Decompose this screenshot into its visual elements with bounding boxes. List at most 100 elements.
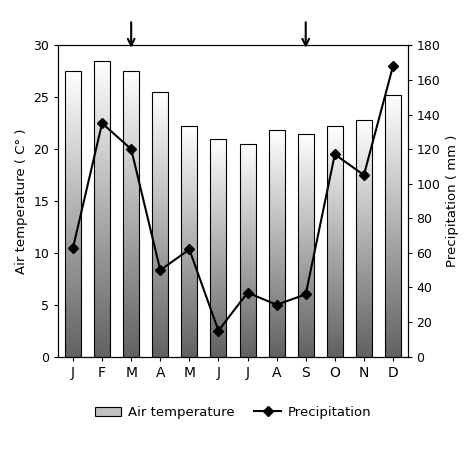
Bar bbox=[182, 137, 197, 138]
Bar bbox=[269, 326, 284, 327]
Bar bbox=[298, 155, 314, 156]
Bar bbox=[269, 353, 284, 355]
Bar bbox=[123, 260, 139, 261]
Bar bbox=[385, 268, 401, 269]
Bar bbox=[152, 267, 168, 268]
Bar bbox=[327, 223, 343, 224]
Bar bbox=[94, 222, 110, 224]
Bar bbox=[385, 281, 401, 282]
Bar bbox=[94, 253, 110, 255]
Bar bbox=[269, 305, 284, 306]
Bar bbox=[94, 231, 110, 232]
Bar bbox=[269, 330, 284, 332]
Bar bbox=[123, 227, 139, 228]
Bar bbox=[65, 337, 81, 338]
Bar bbox=[182, 342, 197, 343]
Bar bbox=[298, 205, 314, 206]
Bar bbox=[94, 204, 110, 206]
Bar bbox=[269, 256, 284, 257]
Bar bbox=[152, 140, 168, 141]
Bar bbox=[210, 342, 227, 344]
Bar bbox=[298, 160, 314, 162]
Bar bbox=[123, 168, 139, 170]
Bar bbox=[94, 173, 110, 175]
Bar bbox=[356, 284, 372, 286]
Bar bbox=[298, 255, 314, 256]
Bar bbox=[152, 224, 168, 226]
Bar bbox=[94, 200, 110, 201]
Bar bbox=[385, 173, 401, 175]
Bar bbox=[356, 169, 372, 170]
Bar bbox=[65, 305, 81, 307]
Bar bbox=[356, 228, 372, 229]
Bar bbox=[123, 202, 139, 204]
Bar bbox=[385, 274, 401, 275]
Bar bbox=[327, 190, 343, 191]
Bar bbox=[298, 348, 314, 349]
Bar bbox=[356, 294, 372, 295]
Bar bbox=[65, 177, 81, 178]
Bar bbox=[298, 141, 314, 143]
Bar bbox=[94, 268, 110, 269]
Bar bbox=[239, 158, 255, 159]
Bar bbox=[182, 283, 197, 284]
Bar bbox=[269, 228, 284, 229]
Bar bbox=[385, 95, 401, 97]
Bar bbox=[239, 247, 255, 248]
Bar bbox=[239, 327, 255, 328]
Bar bbox=[123, 121, 139, 123]
Bar bbox=[327, 214, 343, 215]
Bar bbox=[356, 159, 372, 160]
Bar bbox=[298, 203, 314, 204]
Bar bbox=[239, 289, 255, 290]
Bar bbox=[94, 227, 110, 228]
Bar bbox=[298, 174, 314, 175]
Bar bbox=[94, 290, 110, 292]
Bar bbox=[239, 195, 255, 196]
Bar bbox=[239, 350, 255, 351]
Bar bbox=[356, 261, 372, 262]
Bar bbox=[94, 315, 110, 317]
Bar bbox=[298, 181, 314, 182]
Bar bbox=[65, 165, 81, 167]
Bar bbox=[94, 63, 110, 64]
Bar bbox=[65, 185, 81, 187]
Bar bbox=[327, 189, 343, 190]
Bar bbox=[356, 320, 372, 321]
Bar bbox=[65, 300, 81, 301]
Bar bbox=[123, 351, 139, 352]
Bar bbox=[269, 350, 284, 351]
Bar bbox=[269, 178, 284, 179]
Bar bbox=[123, 190, 139, 191]
Bar bbox=[210, 326, 227, 327]
Bar bbox=[269, 308, 284, 309]
Bar bbox=[152, 292, 168, 293]
Bar bbox=[123, 164, 139, 165]
Bar bbox=[327, 232, 343, 233]
Bar bbox=[123, 137, 139, 138]
Bar bbox=[152, 149, 168, 150]
Bar bbox=[298, 293, 314, 294]
Bar bbox=[298, 219, 314, 220]
Bar bbox=[269, 142, 284, 143]
Bar bbox=[65, 271, 81, 273]
Bar bbox=[94, 114, 110, 116]
Bar bbox=[123, 233, 139, 234]
Bar bbox=[123, 124, 139, 126]
Bar bbox=[327, 201, 343, 202]
Bar bbox=[123, 294, 139, 295]
Bar bbox=[385, 171, 401, 173]
Bar bbox=[123, 298, 139, 300]
Bar bbox=[327, 195, 343, 197]
Bar bbox=[65, 204, 81, 205]
Bar bbox=[123, 291, 139, 292]
Bar bbox=[239, 180, 255, 181]
Bar bbox=[239, 159, 255, 160]
Bar bbox=[385, 145, 401, 146]
Bar bbox=[239, 246, 255, 247]
Bar bbox=[298, 175, 314, 176]
Bar bbox=[182, 127, 197, 128]
Bar bbox=[239, 163, 255, 164]
Bar bbox=[210, 139, 227, 356]
Bar bbox=[269, 158, 284, 159]
